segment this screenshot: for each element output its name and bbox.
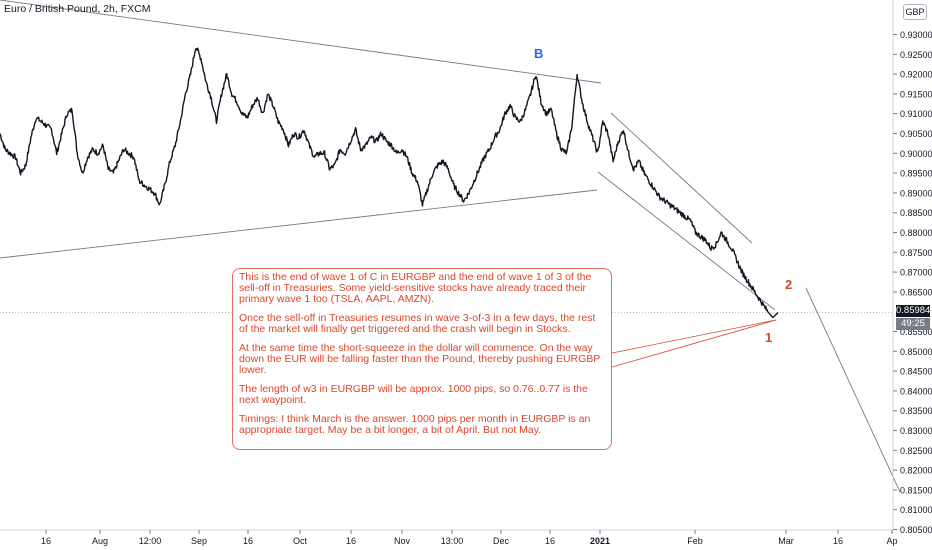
x-tick-label: 16 [41, 536, 51, 546]
chart-title: Euro / British Pound, 2h, FXCM [4, 3, 151, 15]
note-paragraph: This is the end of wave 1 of C in EURGBP… [239, 271, 592, 305]
y-tick-label: 0.93000 [900, 30, 932, 40]
callout-line-lower [611, 319, 777, 368]
x-tick-label: Nov [394, 536, 411, 546]
y-tick-label: 0.89000 [900, 188, 932, 198]
wave-label-2: 2 [785, 277, 793, 292]
y-tick-label: 0.84000 [900, 386, 932, 396]
x-tick-label: 12:00 [139, 536, 162, 546]
countdown-badge: 49:25 [896, 318, 930, 330]
y-tick-label: 0.88000 [900, 228, 932, 238]
y-tick-label: 0.84500 [900, 367, 932, 377]
x-tick-label: Sep [191, 536, 207, 546]
x-tick-label: 2021 [590, 536, 610, 546]
y-tick-label: 0.92000 [900, 70, 932, 80]
x-tick-label: Feb [687, 536, 703, 546]
y-tick-label: 0.88500 [900, 208, 932, 218]
y-tick-label: 0.91000 [900, 109, 932, 119]
y-tick-label: 0.81500 [900, 485, 932, 495]
channel-lower-line[interactable] [597, 171, 776, 311]
x-tick-label: 16 [346, 536, 356, 546]
y-tick-label: 0.90000 [900, 149, 932, 159]
y-tick-label: 0.81000 [900, 505, 932, 515]
x-tick-label: 16 [545, 536, 555, 546]
y-tick-label: 0.86500 [900, 287, 932, 297]
time-axis[interactable]: 16 Aug 12:00 Sep 16 Oct 16 Nov 13:00 Dec 16 2021 Feb… [0, 529, 898, 546]
note-paragraph: Once the sell-off in Treasuries resumes … [239, 312, 596, 335]
last-price-badge: 0.85984 [896, 305, 931, 317]
price-series [0, 47, 779, 319]
triangle-upper-line[interactable] [0, 0, 602, 84]
note-paragraph: The length of w3 in EURGBP will be appro… [239, 383, 588, 406]
channel-upper-line[interactable] [610, 112, 753, 244]
y-tick-label: 0.92500 [900, 50, 932, 60]
wave-label-1: 1 [765, 330, 773, 345]
projection-line[interactable] [805, 287, 901, 493]
callout-line-upper [611, 319, 777, 354]
x-tick-label: Dec [493, 536, 510, 546]
annotation-note[interactable]: This is the end of wave 1 of C in EURGBP… [232, 268, 612, 450]
y-tick-label: 0.80500 [900, 525, 932, 535]
x-tick-label: 16 [243, 536, 253, 546]
trend-lines [0, 0, 901, 493]
y-tick-label: 0.85500 [900, 327, 932, 337]
y-tick-label: 0.90500 [900, 129, 932, 139]
currency-badge[interactable]: GBP [903, 4, 927, 20]
y-tick-label: 0.89500 [900, 169, 932, 179]
triangle-lower-line[interactable] [0, 189, 598, 259]
annotation-callout-lines [611, 319, 777, 368]
y-tick-label: 0.83500 [900, 406, 932, 416]
x-tick-label: Mar [778, 536, 794, 546]
y-tick-label: 0.85000 [900, 347, 932, 357]
note-paragraph: At the same time the short-squeeze in th… [239, 342, 601, 376]
note-paragraph: Timings: I think March is the answer. 10… [239, 413, 591, 436]
y-tick-label: 0.82000 [900, 466, 932, 476]
y-tick-label: 0.87500 [900, 248, 932, 258]
y-tick-label: 0.83000 [900, 426, 932, 436]
y-tick-label: 0.87000 [900, 268, 932, 278]
x-tick-label: 16 [833, 536, 843, 546]
x-tick-label: Aug [92, 536, 108, 546]
x-tick-label: Oct [293, 536, 308, 546]
wave-label-b: B [534, 46, 544, 61]
x-tick-label: Ap [886, 536, 897, 546]
price-line [0, 47, 779, 319]
y-tick-label: 0.91500 [900, 89, 932, 99]
x-tick-label: 13:00 [441, 536, 464, 546]
y-tick-label: 0.82500 [900, 446, 932, 456]
price-axis[interactable]: 0.93000 0.92500 0.92000 0.91500 0.91000 0.905… [892, 0, 932, 535]
